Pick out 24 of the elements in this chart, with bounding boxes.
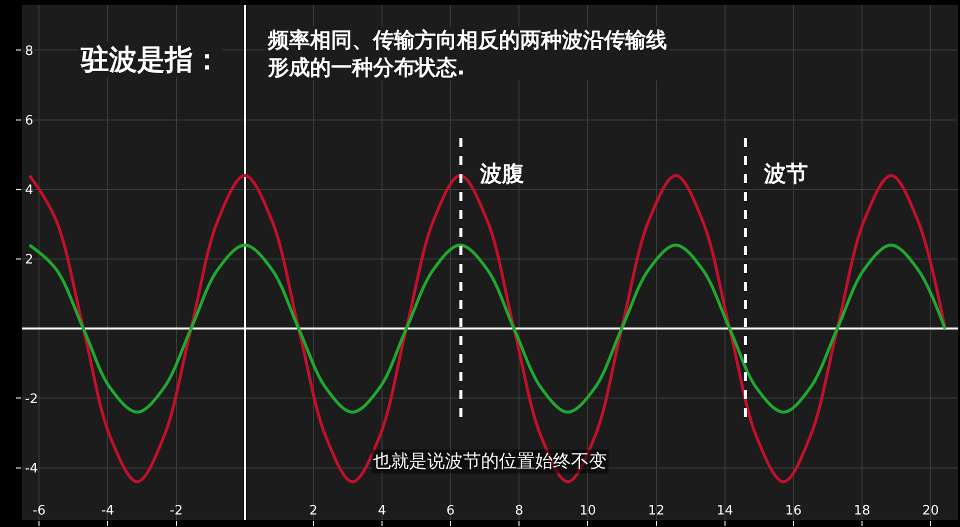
- text: 频率相同、传输方向相反的两种波沿传输线形成的一种分布状态.: [267, 28, 667, 80]
- y-tick-label: 8: [25, 44, 34, 59]
- x-tick-label: 12: [648, 503, 665, 518]
- y-tick-label: -2: [25, 392, 38, 407]
- y-tick-label: 4: [25, 182, 34, 198]
- x-tick-label: -4: [101, 503, 114, 518]
- x-tick-label: -2: [170, 503, 183, 518]
- y-tick-label: -4: [25, 461, 38, 476]
- ref-line-label: 波腹: [479, 162, 524, 187]
- x-tick-label: 4: [378, 503, 386, 518]
- y-tick-label: 6: [25, 113, 34, 128]
- x-tick-label: 16: [785, 503, 802, 518]
- x-tick-label: 10: [579, 503, 596, 518]
- x-tick-label: 6: [446, 503, 455, 518]
- y-tick-label: 2: [25, 252, 34, 268]
- x-tick-label: 18: [854, 503, 870, 518]
- x-tick-label: 8: [515, 503, 524, 518]
- annotation: 也就是说波节的位置始终不变: [373, 451, 607, 472]
- x-tick-label: 14: [716, 503, 734, 518]
- x-tick-label: 20: [922, 503, 939, 518]
- x-tick-label: 2: [309, 503, 318, 518]
- x-tick-label: -6: [32, 503, 46, 518]
- ref-line-label: 波节: [763, 162, 808, 187]
- text: 驻波是指：: [80, 43, 221, 76]
